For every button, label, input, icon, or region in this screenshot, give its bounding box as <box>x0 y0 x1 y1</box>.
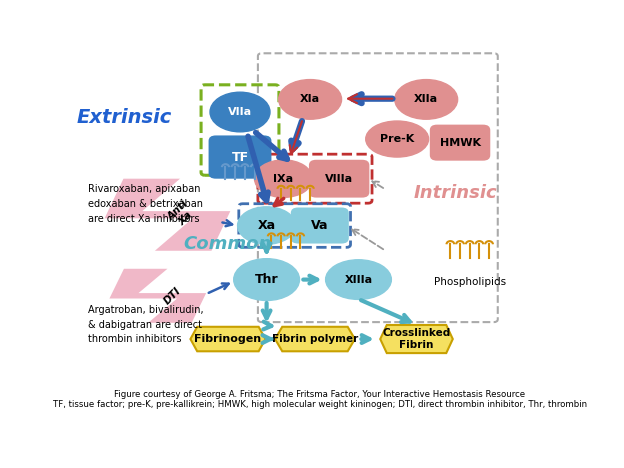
Ellipse shape <box>210 92 270 132</box>
FancyBboxPatch shape <box>430 124 490 161</box>
Polygon shape <box>109 269 206 323</box>
Text: Thr: Thr <box>255 273 278 286</box>
Text: Va: Va <box>311 219 329 232</box>
Text: Rivaroxaban, apixaban
edoxaban & betrixaban
are direct Xa inhibitors: Rivaroxaban, apixaban edoxaban & betrixa… <box>87 184 203 224</box>
Ellipse shape <box>279 80 341 119</box>
Text: XIIIa: XIIIa <box>344 275 373 285</box>
Text: XIa: XIa <box>300 95 320 104</box>
Text: TF, tissue factor; pre-K, pre-kallikrein; HMWK, high molecular weight kininogen;: TF, tissue factor; pre-K, pre-kallikrein… <box>53 401 587 410</box>
Text: XIIa: XIIa <box>414 95 438 104</box>
Text: TF: TF <box>232 151 248 163</box>
Text: Pre-K: Pre-K <box>380 134 414 144</box>
Text: Fibrin polymer: Fibrin polymer <box>272 334 358 344</box>
Text: VIIa: VIIa <box>228 107 252 117</box>
Text: Common: Common <box>183 234 272 253</box>
Ellipse shape <box>238 207 296 244</box>
Ellipse shape <box>366 121 429 157</box>
Text: HMWK: HMWK <box>439 138 480 147</box>
Text: DTI: DTI <box>162 285 183 306</box>
Text: IXa: IXa <box>273 174 294 183</box>
Ellipse shape <box>255 160 313 197</box>
Polygon shape <box>275 327 355 351</box>
FancyBboxPatch shape <box>208 135 271 179</box>
Text: Anti
Xa: Anti Xa <box>166 198 198 231</box>
Text: Crosslinked
Fibrin: Crosslinked Fibrin <box>383 328 451 350</box>
Ellipse shape <box>395 80 457 119</box>
Text: Intrinsic: Intrinsic <box>413 184 497 202</box>
Text: Extrinsic: Extrinsic <box>76 108 172 127</box>
Text: Argatroban, bivalirudin,
& dabigatran are direct
thrombin inhibitors: Argatroban, bivalirudin, & dabigatran ar… <box>87 305 203 344</box>
Ellipse shape <box>326 260 391 300</box>
Text: Xa: Xa <box>258 219 276 232</box>
Polygon shape <box>380 325 453 353</box>
FancyBboxPatch shape <box>309 160 369 197</box>
FancyBboxPatch shape <box>291 207 349 243</box>
Text: Fibrinogen: Fibrinogen <box>194 334 261 344</box>
Ellipse shape <box>234 259 300 300</box>
Text: Phospholipids: Phospholipids <box>434 277 506 287</box>
Text: Figure courtesy of George A. Fritsma; The Fritsma Factor, Your Interactive Hemos: Figure courtesy of George A. Fritsma; Th… <box>114 390 525 399</box>
Text: VIIIa: VIIIa <box>325 174 353 183</box>
Polygon shape <box>105 179 230 251</box>
Polygon shape <box>190 327 265 351</box>
